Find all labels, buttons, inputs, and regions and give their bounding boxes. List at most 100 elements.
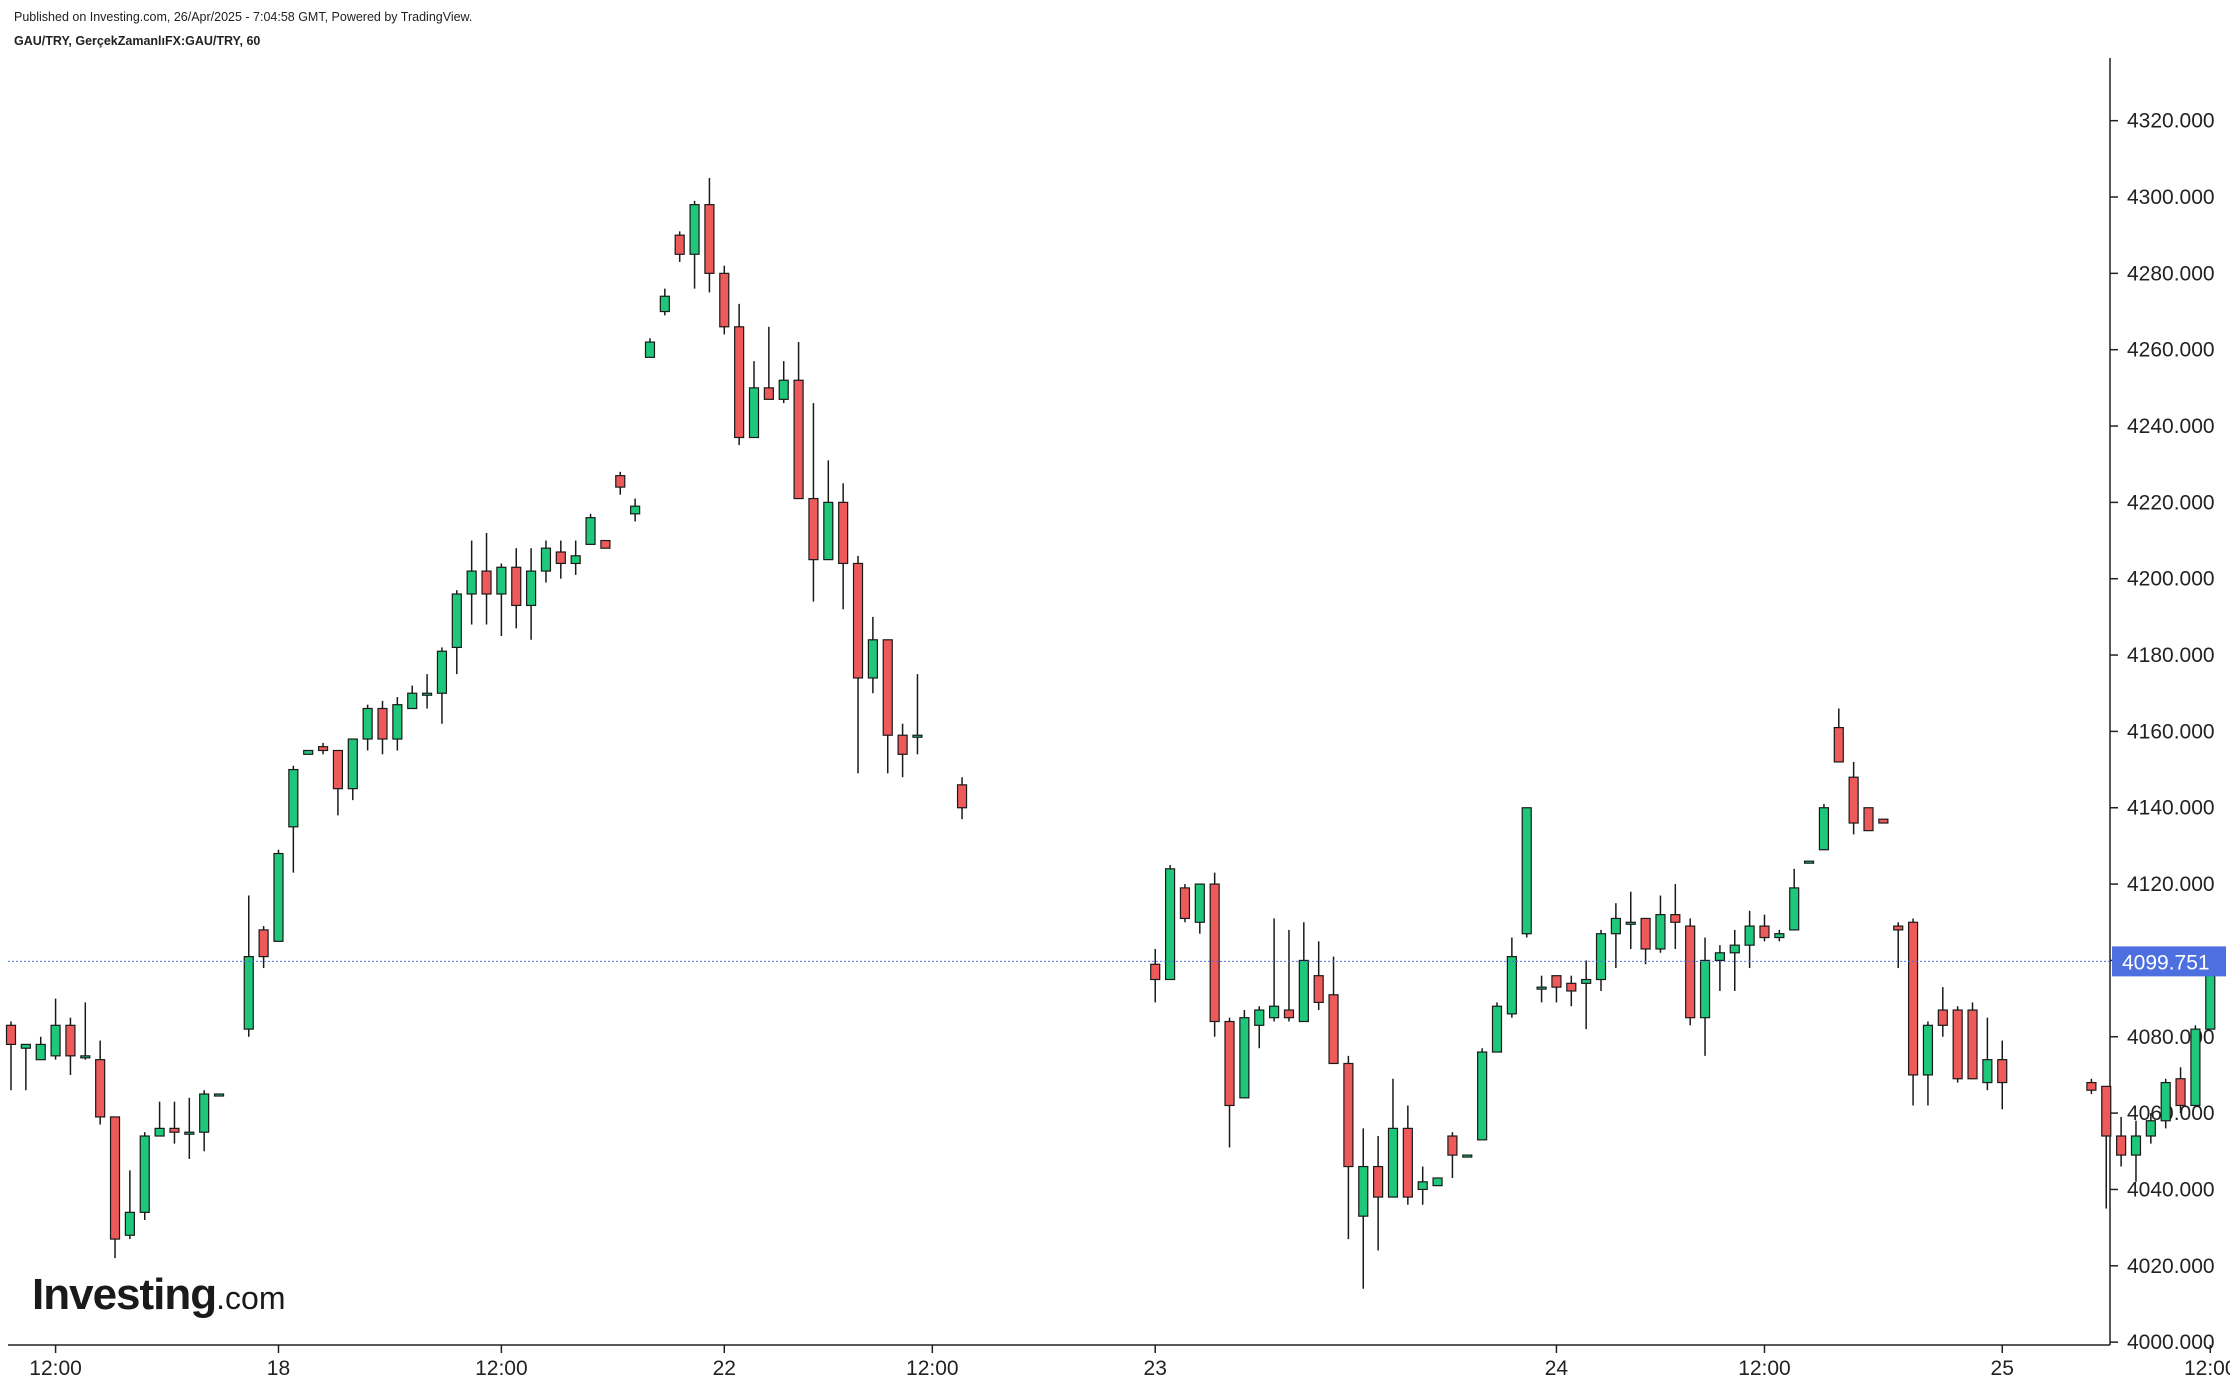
candle[interactable] xyxy=(1759,914,1770,942)
candle[interactable] xyxy=(80,1002,91,1060)
candle[interactable] xyxy=(1209,872,1220,1037)
candle[interactable] xyxy=(615,471,626,495)
candle[interactable] xyxy=(1254,1006,1265,1049)
candle[interactable] xyxy=(1358,1128,1369,1289)
candle[interactable] xyxy=(763,326,774,400)
candle[interactable] xyxy=(1878,818,1889,824)
candle[interactable] xyxy=(1640,917,1651,965)
candle[interactable] xyxy=(734,303,745,446)
candle[interactable] xyxy=(451,590,462,675)
candle[interactable] xyxy=(704,177,715,293)
candle[interactable] xyxy=(540,540,552,583)
candle[interactable] xyxy=(1402,1105,1413,1205)
candle[interactable] xyxy=(1447,1132,1458,1178)
candle[interactable] xyxy=(838,483,849,610)
candle[interactable] xyxy=(407,685,418,710)
candle[interactable] xyxy=(1848,761,1859,835)
candle[interactable] xyxy=(1863,807,1874,832)
candle[interactable] xyxy=(303,749,314,755)
candle[interactable] xyxy=(1893,922,1904,969)
candle[interactable] xyxy=(1343,1055,1354,1240)
candle[interactable] xyxy=(1164,864,1176,981)
candle[interactable] xyxy=(644,338,656,358)
candle[interactable] xyxy=(1373,1136,1384,1251)
candle[interactable] xyxy=(65,1017,76,1075)
candle[interactable] xyxy=(1536,975,1547,1003)
candle[interactable] xyxy=(1477,1048,1488,1141)
candle[interactable] xyxy=(332,749,344,816)
candle[interactable] xyxy=(2101,1085,2112,1209)
candle[interactable] xyxy=(1907,918,1919,1106)
candle[interactable] xyxy=(1803,860,1815,864)
candle[interactable] xyxy=(139,1132,150,1220)
candle[interactable] xyxy=(184,1097,195,1159)
candle[interactable] xyxy=(1982,1017,1993,1091)
candle[interactable] xyxy=(124,1170,135,1240)
candle[interactable] xyxy=(689,200,700,289)
candle[interactable] xyxy=(2130,1120,2142,1182)
candle[interactable] xyxy=(436,647,448,724)
candle[interactable] xyxy=(956,777,968,820)
candle[interactable] xyxy=(392,697,403,751)
candle[interactable] xyxy=(1744,910,1755,969)
candle[interactable] xyxy=(243,895,254,1037)
candle[interactable] xyxy=(1818,803,1830,851)
candle[interactable] xyxy=(377,700,388,755)
candle[interactable] xyxy=(95,1040,106,1125)
candle[interactable] xyxy=(1224,1017,1235,1148)
candle[interactable] xyxy=(2086,1078,2097,1095)
candle[interactable] xyxy=(1774,929,1785,942)
candle[interactable] xyxy=(1670,884,1681,949)
candle[interactable] xyxy=(748,361,760,439)
candle[interactable] xyxy=(1298,922,1309,1023)
candle[interactable] xyxy=(1506,937,1517,1018)
candle[interactable] xyxy=(570,540,581,575)
candle[interactable] xyxy=(1283,929,1295,1022)
candle[interactable] xyxy=(600,539,611,549)
candle[interactable] xyxy=(1595,929,1607,991)
candle[interactable] xyxy=(585,513,596,545)
candle[interactable] xyxy=(273,849,284,942)
candle[interactable] xyxy=(347,738,358,801)
candle[interactable] xyxy=(511,548,522,629)
candle[interactable] xyxy=(154,1101,165,1137)
candle[interactable] xyxy=(288,765,299,873)
candle[interactable] xyxy=(169,1101,180,1144)
candle[interactable] xyxy=(362,704,373,751)
candle[interactable] xyxy=(1610,903,1621,969)
candle[interactable] xyxy=(1491,1002,1503,1053)
candle[interactable] xyxy=(1432,1177,1443,1187)
candle[interactable] xyxy=(199,1090,210,1152)
candle[interactable] xyxy=(1937,987,1948,1037)
candle[interactable] xyxy=(882,639,893,774)
candle[interactable] xyxy=(213,1093,225,1097)
candle[interactable] xyxy=(50,998,61,1060)
candle[interactable] xyxy=(1714,945,1726,991)
candle[interactable] xyxy=(674,231,685,262)
candle[interactable] xyxy=(1699,937,1711,1056)
candle[interactable] xyxy=(555,540,566,579)
candle[interactable] xyxy=(481,532,492,625)
candle[interactable] xyxy=(1521,807,1532,938)
candle[interactable] xyxy=(1655,895,1666,953)
candle[interactable] xyxy=(1194,883,1205,934)
candle[interactable] xyxy=(852,555,864,774)
candle[interactable] xyxy=(630,498,641,522)
candle[interactable] xyxy=(1967,1002,1978,1080)
candle[interactable] xyxy=(808,403,819,602)
candle[interactable] xyxy=(1789,868,1800,931)
candle[interactable] xyxy=(109,1116,121,1259)
candle[interactable] xyxy=(1625,891,1636,949)
candle[interactable] xyxy=(1462,1154,1473,1158)
candle[interactable] xyxy=(466,540,477,625)
candle[interactable] xyxy=(2175,1067,2186,1114)
candle[interactable] xyxy=(525,548,537,640)
candle[interactable] xyxy=(5,1021,17,1091)
candle[interactable] xyxy=(1566,975,1577,1007)
candle[interactable] xyxy=(1997,1040,2008,1110)
candle[interactable] xyxy=(1952,1006,1963,1083)
candle[interactable] xyxy=(1551,975,1562,1003)
candle[interactable] xyxy=(1685,918,1696,1026)
candle[interactable] xyxy=(1833,708,1844,763)
